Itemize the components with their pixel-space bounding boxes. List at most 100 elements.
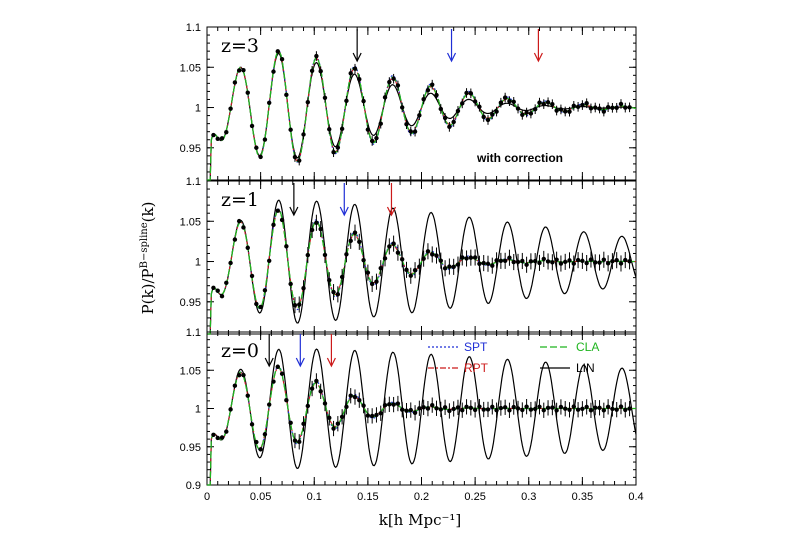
data-point: [550, 405, 555, 410]
y-tick-label: 1.05: [180, 216, 201, 228]
data-point: [442, 115, 448, 121]
data-point: [232, 383, 238, 388]
data-point: [211, 285, 216, 290]
data-point: [460, 101, 465, 106]
data-point: [468, 91, 474, 96]
legend: SPT CLA RPT LIN: [428, 340, 599, 375]
data-point: [460, 407, 465, 413]
data-point: [451, 264, 456, 270]
data-point: [262, 432, 268, 437]
data-point: [399, 407, 405, 412]
x-tick-label: 0.35: [572, 491, 593, 503]
data-point: [301, 132, 306, 137]
x-tick-label: 0.1: [307, 491, 322, 503]
data-point: [241, 67, 246, 73]
data-point: [601, 408, 607, 413]
data-point: [545, 100, 551, 105]
data-point: [322, 252, 328, 258]
data-point: [352, 230, 358, 235]
data-point: [481, 407, 486, 412]
data-point: [382, 95, 388, 100]
data-point: [593, 105, 598, 110]
data-point: [357, 77, 362, 82]
data-point: [344, 98, 349, 104]
data-point: [477, 104, 482, 109]
data-point: [275, 364, 280, 369]
data-point: [481, 114, 486, 120]
data-point: [434, 406, 439, 411]
data-point: [254, 145, 259, 150]
scale-arrow-head: [339, 206, 349, 217]
data-point: [309, 386, 315, 391]
data-point: [331, 289, 336, 295]
data-point: [224, 280, 229, 286]
data-point: [597, 260, 602, 265]
data-point: [485, 261, 491, 266]
data-point: [485, 117, 491, 123]
data-point: [228, 260, 233, 266]
data-point: [327, 127, 332, 132]
data-point: [610, 406, 615, 412]
scale-arrow-head: [533, 52, 543, 63]
data-point: [331, 149, 336, 155]
y-tick-label: 1: [195, 257, 201, 269]
data-point: [288, 420, 293, 426]
data-point: [515, 259, 521, 265]
data-point: [318, 69, 323, 74]
data-point: [297, 158, 302, 163]
data-point: [451, 119, 456, 125]
data-point: [627, 105, 632, 110]
data-point: [524, 404, 529, 409]
svg-text:P(k)/PB−spline(k): P(k)/PB−spline(k): [139, 202, 157, 315]
data-point: [575, 407, 581, 412]
data-point: [369, 281, 375, 287]
x-tick-label: 0.15: [357, 491, 378, 503]
data-point: [267, 258, 272, 263]
data-point: [511, 404, 516, 410]
data-point: [477, 404, 482, 409]
data-point: [335, 145, 341, 150]
data-point: [490, 112, 495, 117]
data-point: [335, 421, 341, 426]
data-point: [494, 258, 499, 263]
data-point: [412, 129, 418, 134]
data-point: [507, 408, 512, 413]
data-point: [438, 407, 444, 412]
data-point: [408, 407, 413, 413]
data-point: [254, 439, 259, 445]
panel-frame: [206, 26, 637, 181]
data-point: [224, 129, 229, 135]
data-point: [391, 402, 396, 407]
panel-frame: [206, 180, 637, 335]
legend-label-rpt: RPT: [464, 361, 489, 375]
curve-lin: [207, 52, 636, 181]
data-point: [245, 90, 250, 95]
data-point: [309, 68, 315, 73]
data-point: [331, 426, 336, 431]
data-point: [563, 406, 568, 411]
data-point: [305, 403, 311, 409]
data-point: [472, 255, 478, 260]
data-point: [541, 256, 546, 262]
data-point: [352, 66, 358, 71]
data-point: [232, 237, 238, 242]
panel-label-z3: z=3: [221, 35, 259, 57]
data-point: [215, 435, 220, 441]
data-point: [610, 105, 615, 111]
data-point: [421, 256, 426, 261]
data-point: [361, 403, 366, 408]
y-tick-label: 1.1: [186, 22, 201, 34]
data-point: [511, 99, 516, 105]
data-point: [378, 265, 383, 271]
data-point: [610, 258, 615, 264]
x-tick-label: 0.2: [414, 491, 429, 503]
data-point: [580, 102, 585, 108]
data-point: [417, 264, 422, 269]
data-point: [597, 106, 602, 111]
data-point: [532, 406, 538, 412]
data-point: [584, 404, 589, 410]
data-point: [254, 301, 259, 307]
data-point: [537, 404, 542, 409]
data-point: [502, 95, 508, 100]
data-point: [618, 404, 624, 409]
